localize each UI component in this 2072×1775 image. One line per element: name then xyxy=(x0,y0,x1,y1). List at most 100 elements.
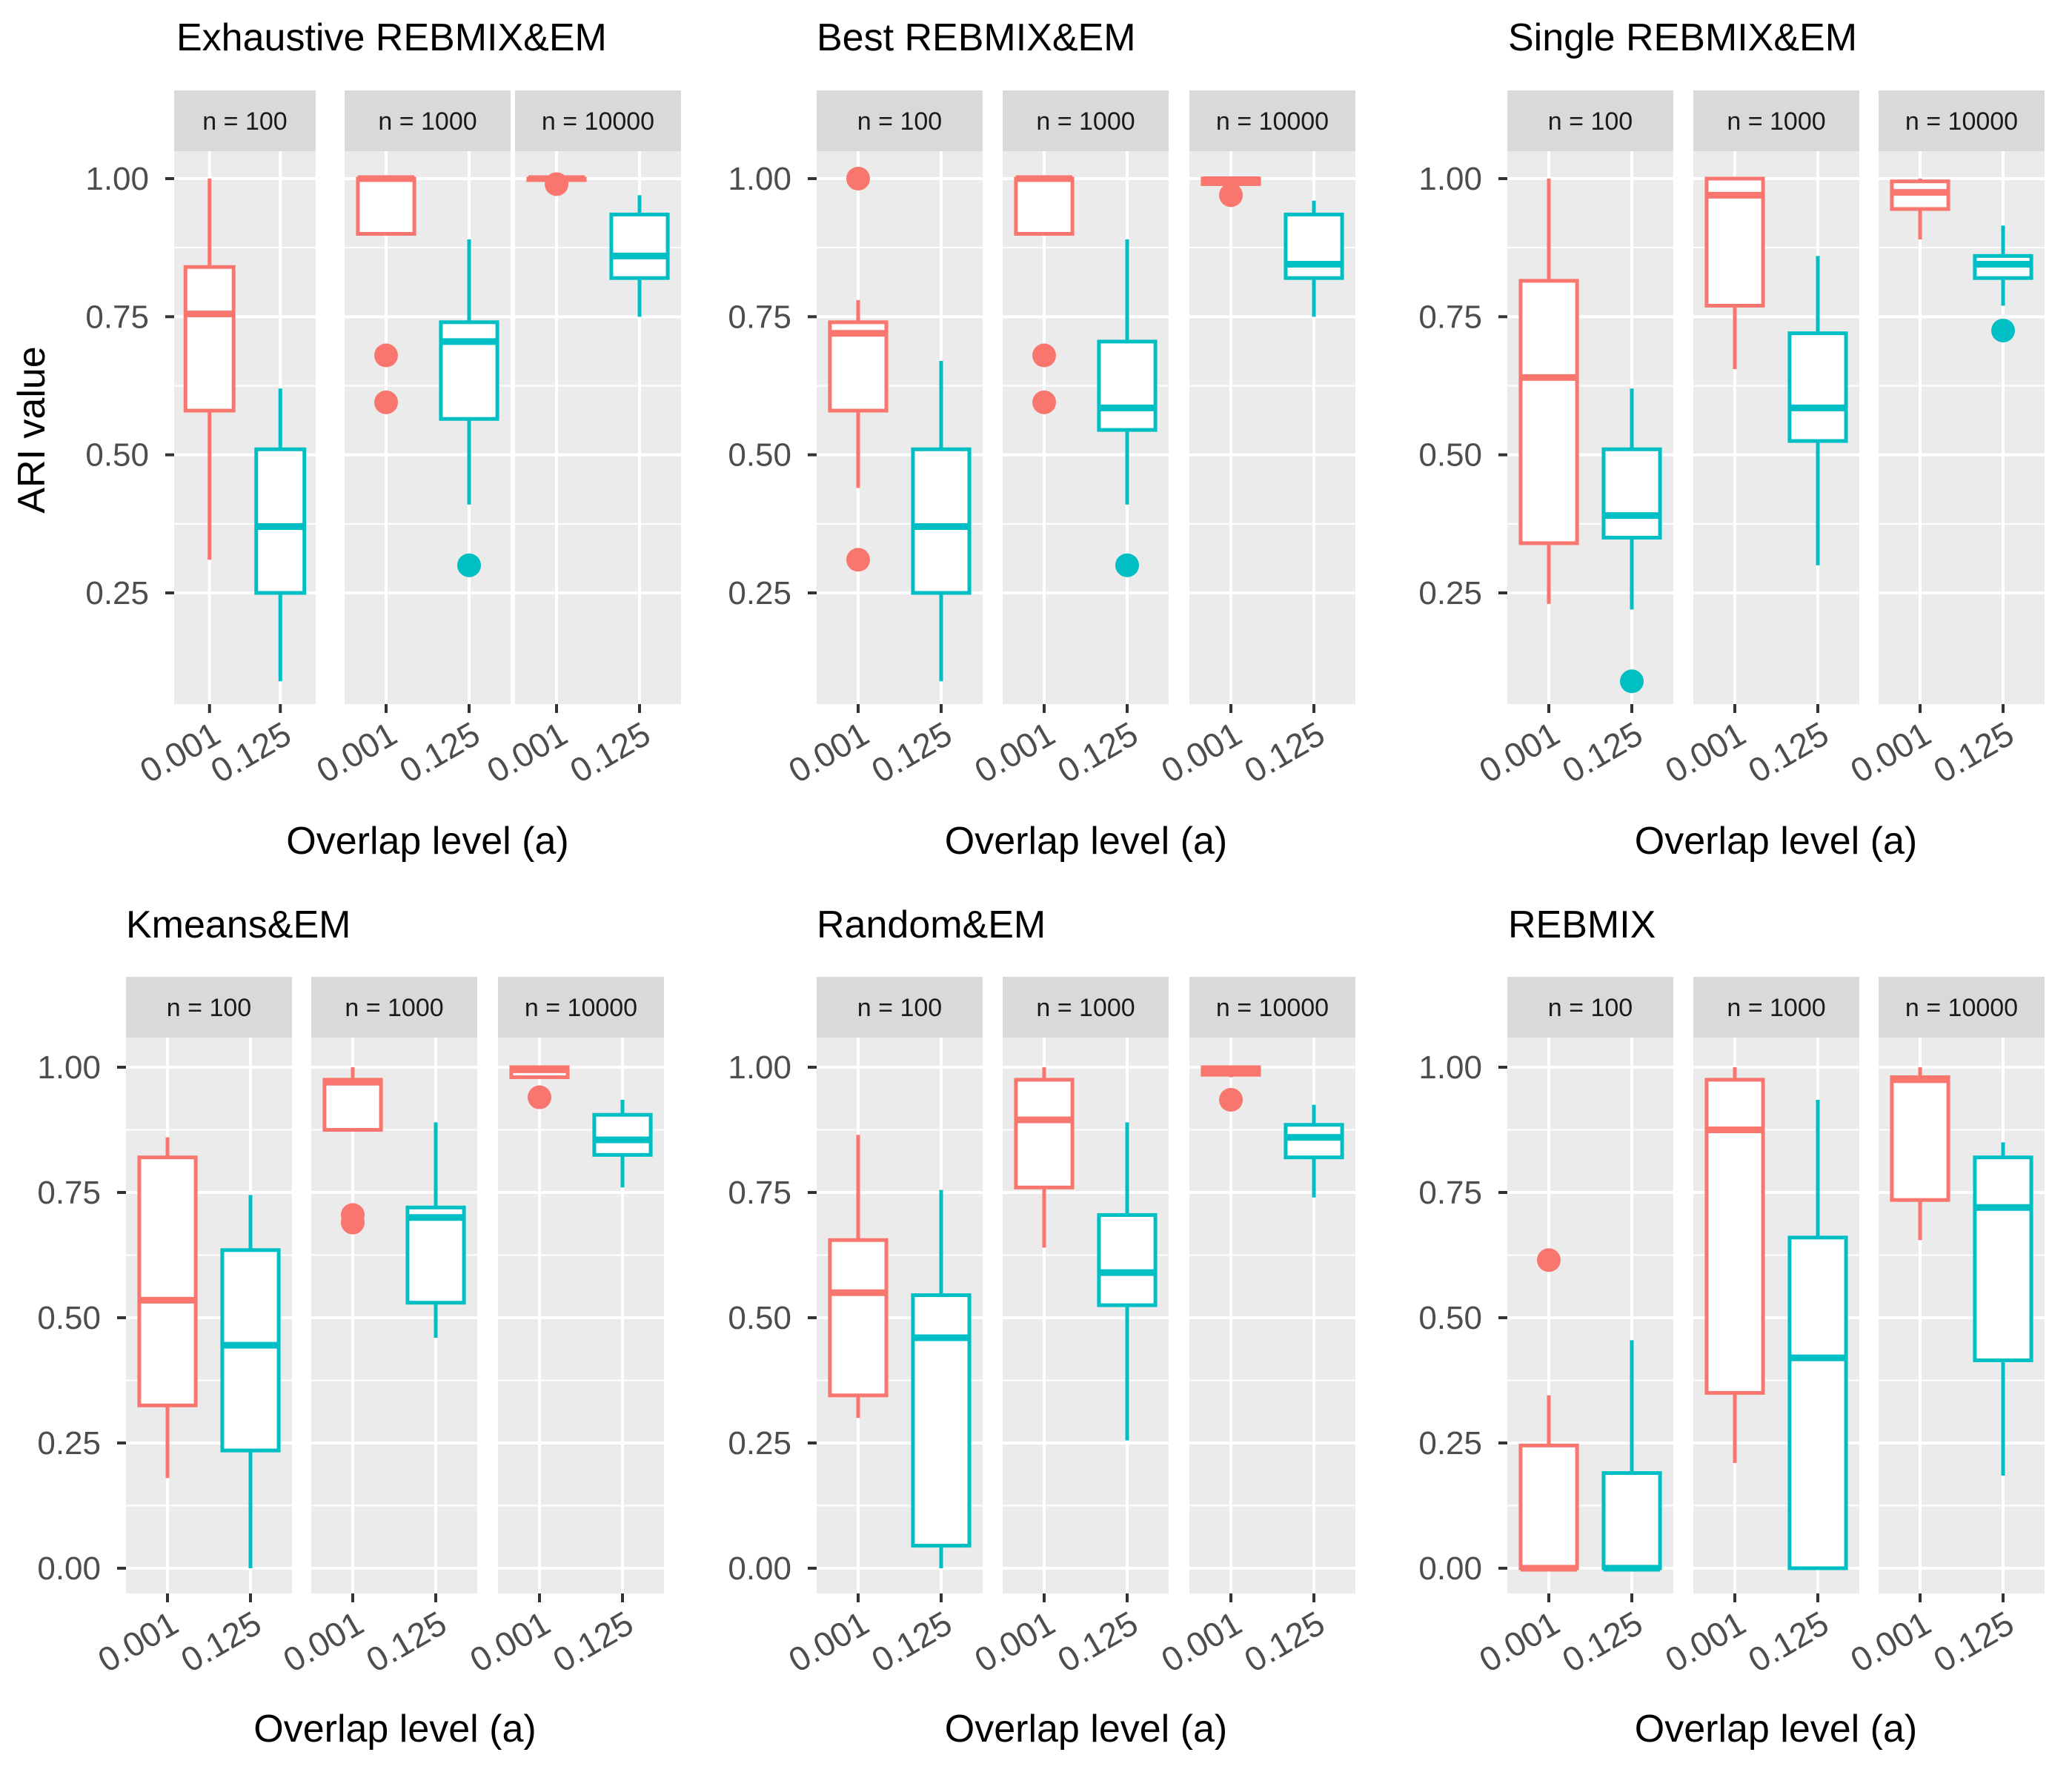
y-tick-label: 0.00 xyxy=(1418,1550,1482,1587)
plot-background xyxy=(817,151,983,704)
y-tick-label: 0.25 xyxy=(728,575,791,611)
iqr-box xyxy=(405,1205,466,1305)
y-tick-label: 0.00 xyxy=(728,1550,791,1587)
outlier-point xyxy=(457,553,481,577)
facet-strip xyxy=(126,977,292,1038)
box-0.125 xyxy=(1097,1122,1158,1441)
panels: Exhaustive REBMIX&EM 1.00 0.75 0.50 0.25 n = … xyxy=(37,16,2045,1751)
y-tick-label: 0.25 xyxy=(37,1425,101,1462)
outlier-point xyxy=(1032,390,1056,414)
iqr-box xyxy=(183,265,236,413)
box-0.001 xyxy=(1890,1067,1950,1241)
box-0.125 xyxy=(1787,256,1848,565)
box-0.125 xyxy=(439,239,499,577)
x-tick-label: 0.125 xyxy=(1927,714,2020,791)
facet-strip xyxy=(498,977,664,1038)
facet-strip xyxy=(817,977,983,1038)
facet-strip-label: n = 1000 xyxy=(1036,107,1135,136)
x-tick-label: 0.125 xyxy=(1741,714,1835,791)
iqr-box xyxy=(1973,1155,2033,1362)
box-0.001 xyxy=(1201,1065,1261,1112)
y-tick-label: 0.75 xyxy=(728,1175,791,1211)
iqr-box xyxy=(1284,212,1344,280)
iqr-box xyxy=(592,1112,653,1157)
x-tick-label: 0.001 xyxy=(1844,714,1937,791)
panel-title: Exhaustive REBMIX&EM xyxy=(176,16,607,59)
facet-strip-label: n = 100 xyxy=(1548,994,1633,1022)
x-tick-label: 0.125 xyxy=(1051,1604,1144,1680)
iqr-box xyxy=(1518,279,1579,545)
iqr-box xyxy=(1284,1123,1344,1160)
outlier-point xyxy=(1032,343,1056,368)
x-tick-label: 0.001 xyxy=(1658,714,1752,791)
facet-strip-label: n = 100 xyxy=(202,107,287,136)
plot-background xyxy=(1879,151,2045,704)
y-tick-label: 0.25 xyxy=(1418,575,1482,611)
y-tick-label: 0.50 xyxy=(37,1300,101,1336)
facet-strip xyxy=(515,90,681,151)
y-tick-label: 0.50 xyxy=(728,1300,791,1336)
iqr-box xyxy=(911,1293,972,1548)
y-tick-label: 1.00 xyxy=(1418,1049,1482,1086)
iqr-box xyxy=(220,1248,281,1453)
outlier-point xyxy=(1115,553,1139,577)
panel-group: Best REBMIX&EM 1.00 0.75 0.50 0.25 n = 100 0.0… xyxy=(728,16,1355,863)
box-0.001 xyxy=(1014,175,1075,414)
facet-strip xyxy=(1879,977,2045,1038)
facet-strip xyxy=(1507,977,1673,1038)
outlier-point xyxy=(374,390,398,414)
y-tick-label: 0.50 xyxy=(1418,437,1482,474)
y-tick-label: 1.00 xyxy=(37,1049,101,1086)
iqr-box xyxy=(439,320,499,421)
x-axis-label: Overlap level (a) xyxy=(945,820,1227,863)
x-tick-label: 0.001 xyxy=(1658,1604,1752,1680)
iqr-box xyxy=(1787,331,1848,443)
x-tick-label: 0.001 xyxy=(1155,1604,1248,1680)
box-0.125 xyxy=(220,1195,281,1568)
box-0.125 xyxy=(1973,1142,2033,1476)
panel-title: REBMIX xyxy=(1508,903,1656,946)
iqr-box xyxy=(1787,1235,1848,1570)
facet-strip-label: n = 1000 xyxy=(1727,994,1825,1022)
box-0.001 xyxy=(1704,1067,1765,1464)
facet-strip xyxy=(1507,90,1673,151)
y-tick-label: 0.75 xyxy=(37,1175,101,1211)
x-tick-label: 0.125 xyxy=(174,1604,268,1680)
facet-strip xyxy=(1189,977,1355,1038)
box-0.125 xyxy=(1601,388,1662,694)
box-0.125 xyxy=(1284,1104,1344,1198)
facet-strip-label: n = 10000 xyxy=(1216,107,1329,136)
box-0.125 xyxy=(911,1190,972,1568)
box-0.001 xyxy=(526,172,587,196)
y-tick-label: 0.75 xyxy=(728,299,791,335)
x-axis-label: Overlap level (a) xyxy=(1635,1708,1917,1751)
x-tick-label: 0.001 xyxy=(782,1604,875,1680)
panel-title: Random&EM xyxy=(817,903,1046,946)
x-tick-label: 0.001 xyxy=(1844,1604,1937,1680)
y-tick-label: 0.75 xyxy=(85,299,149,335)
y-tick-label: 0.75 xyxy=(1418,299,1482,335)
box-0.001 xyxy=(828,1135,889,1419)
box-0.125 xyxy=(405,1122,466,1338)
x-tick-label: 0.125 xyxy=(1238,1604,1331,1680)
facet-strip-label: n = 100 xyxy=(1548,107,1633,136)
y-tick-label: 0.50 xyxy=(728,437,791,474)
x-tick-label: 0.001 xyxy=(1472,1604,1566,1680)
facet-strip-label: n = 10000 xyxy=(1905,107,2018,136)
x-tick-label: 0.125 xyxy=(393,714,486,791)
x-tick-label: 0.125 xyxy=(205,714,298,791)
x-tick-label: 0.125 xyxy=(865,714,958,791)
box-0.001 xyxy=(1704,176,1765,370)
x-tick-label: 0.125 xyxy=(563,714,657,791)
x-tick-label: 0.125 xyxy=(865,1604,958,1680)
iqr-box xyxy=(911,447,972,595)
